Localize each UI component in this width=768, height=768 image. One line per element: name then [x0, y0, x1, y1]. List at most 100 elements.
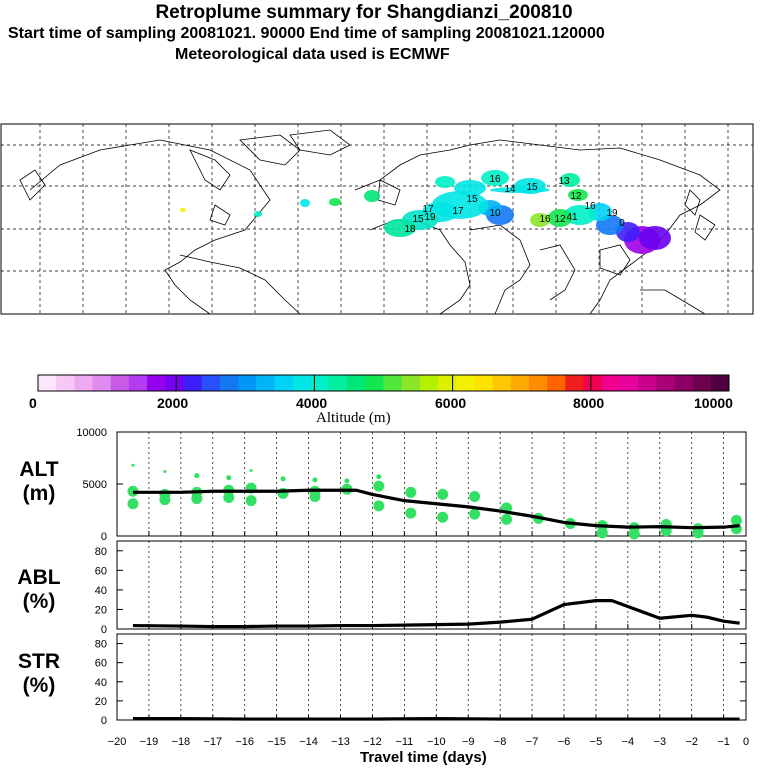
map-coastline: [354, 139, 721, 315]
alt-scatter-point: [373, 480, 385, 492]
abl-panel-label-text: ABL (%): [17, 566, 61, 613]
plume-hour-label: 12: [554, 214, 566, 225]
map-coastline: [179, 254, 301, 315]
plume-segment: [564, 205, 596, 225]
str-panel-label: STR (%): [4, 650, 74, 698]
alt-scatter-point: [249, 468, 253, 472]
plume-hour-label: 16: [489, 174, 501, 185]
colorbar-swatch: [128, 375, 148, 391]
colorbar-swatch: [74, 375, 94, 391]
alt-panel: 0 5000 10000: [76, 427, 747, 543]
plume-hour-label: 15: [526, 182, 538, 193]
plume-hour-label: 18: [404, 224, 416, 235]
plume-hour-label: 19: [424, 212, 436, 223]
alt-scatter-point: [469, 508, 481, 520]
plume-segment: [254, 211, 262, 217]
x-tick-label: −2: [685, 736, 698, 748]
x-tick-label: −10: [427, 736, 446, 748]
alt-scatter-point: [194, 473, 200, 479]
x-tick-label: −19: [140, 736, 159, 748]
colorbar-swatch: [492, 375, 512, 391]
colorbar-swatch: [365, 375, 384, 391]
alt-scatter-point: [730, 514, 742, 526]
colorbar-swatch: [510, 375, 530, 391]
str-panel: 0 20 40 60 80: [95, 633, 747, 727]
abl-panel: 0 20 40 60 80: [95, 540, 747, 636]
colorbar-swatch: [219, 375, 239, 391]
alt-panel-frame: [116, 431, 747, 537]
alt-y-tick-label: 5000: [83, 479, 107, 491]
alt-scatter-point: [405, 486, 417, 498]
alt-scatter-point: [131, 463, 135, 467]
x-tick-label: −14: [299, 736, 318, 748]
colorbar-swatch: [328, 375, 348, 391]
str-y-tick-label: 0: [101, 715, 107, 727]
plume-hour-label: 41: [566, 212, 578, 223]
colorbar-swatch: [292, 375, 312, 391]
alt-scatter-point: [437, 511, 449, 523]
alt-scatter-point: [501, 513, 513, 525]
plume-segment: [568, 189, 588, 201]
x-tick-label: −5: [590, 736, 603, 748]
alt-scatter-point: [159, 494, 171, 506]
x-tick-label: −16: [235, 736, 254, 748]
plume-segment: [300, 199, 310, 207]
map-coastline: [19, 169, 46, 201]
alt-y-tick-label: 0: [101, 531, 107, 543]
plume-hour-label: 13: [558, 176, 570, 187]
alt-scatter-point: [405, 507, 417, 519]
colorbar-swatch: [347, 375, 366, 391]
x-tick-label: −11: [395, 736, 413, 748]
str-y-tick-label: 80: [95, 639, 107, 651]
plume-segment: [364, 190, 380, 202]
plume-segment: [639, 226, 671, 250]
plume-hour-label: 14: [504, 184, 516, 195]
str-y-tick-label: 40: [95, 677, 107, 689]
abl-y-tick-label: 60: [95, 565, 107, 577]
plume-segment: [560, 173, 580, 187]
colorbar-swatch: [474, 375, 494, 391]
plume-segment: [435, 176, 455, 188]
plume-hour-label: 12: [570, 191, 582, 202]
x-tick-label: −1: [717, 736, 730, 748]
abl-series-line: [132, 599, 740, 629]
plume-hour-label: 16: [539, 214, 551, 225]
str-panel-label-text: STR (%): [18, 650, 60, 697]
colorbar-label-10000: 10000: [694, 395, 733, 411]
altitude-colorbar: [37, 374, 730, 392]
str-y-tick-label: 60: [95, 658, 107, 670]
str-panel-frame: [116, 633, 747, 721]
x-tick-label: −18: [172, 736, 191, 748]
map-graticule: [1, 124, 753, 314]
alt-scatter-point: [163, 470, 167, 474]
plume-segment: [548, 209, 572, 227]
colorbar-label-6000: 6000: [435, 395, 467, 411]
colorbar-swatch: [583, 375, 603, 391]
x-tick-label: −15: [267, 736, 286, 748]
sampling-times: Start time of sampling 20081021. 90000 E…: [8, 25, 605, 42]
plume-hour-label: 15: [412, 214, 424, 225]
abl-y-tick-label: 20: [95, 604, 107, 616]
colorbar-swatch: [565, 375, 585, 391]
map-coastline: [640, 289, 706, 315]
colorbar-label-2000: 2000: [157, 395, 189, 411]
colorbar-frame: [37, 374, 730, 392]
map-coastline: [29, 139, 271, 315]
x-axis-label: Travel time (days): [360, 749, 487, 766]
colorbar-swatch: [147, 375, 166, 391]
colorbar-swatch: [310, 375, 330, 391]
alt-scatter-point: [596, 527, 608, 539]
x-axis-tick-labels: −20 −19 −18 −17 −16 −15 −14 −13 −12 −11 −10 −9 −8 −7−…: [108, 736, 749, 748]
alt-scatter-point: [280, 476, 286, 482]
str-y-tick-label: 20: [95, 696, 107, 708]
colorbar-swatch: [692, 375, 712, 391]
plume-hour-label: 16: [584, 201, 596, 212]
map-coastline: [289, 129, 351, 156]
colorbar-swatch: [638, 375, 657, 391]
colorbar-label-0: 0: [29, 395, 37, 411]
colorbar-swatch: [201, 375, 221, 391]
map-coastline: [209, 204, 231, 226]
